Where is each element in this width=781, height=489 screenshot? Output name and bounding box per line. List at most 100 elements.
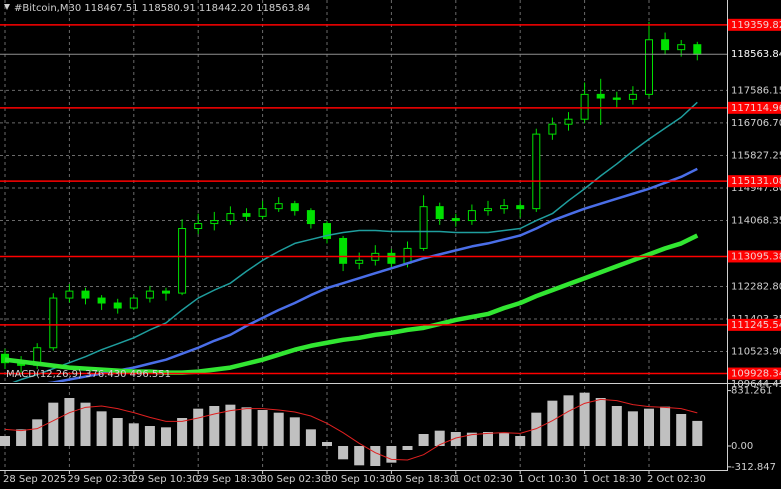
signal-line — [4, 398, 698, 461]
candle-body — [419, 206, 428, 249]
x-tick-label: 28 Sep 2025 — [3, 474, 66, 485]
candle-body — [97, 297, 106, 304]
macd-bar — [483, 432, 493, 446]
x-tick-label: 1 Oct 18:30 — [583, 474, 642, 485]
candle-body — [387, 252, 396, 264]
candle-body — [210, 220, 219, 225]
x-tick-label: 30 Sep 02:30 — [261, 474, 328, 485]
y-tick-label: 115827.25 — [731, 150, 781, 161]
macd-bar — [531, 412, 542, 446]
x-tick-label: 1 Oct 10:30 — [518, 474, 577, 485]
macd-bar — [80, 402, 91, 446]
macd-bar — [144, 426, 155, 446]
macd-bar — [338, 446, 349, 460]
y-tick-label: 114947.80 — [731, 183, 781, 194]
candle-body — [113, 302, 122, 309]
level-label: 119359.82 — [731, 20, 781, 31]
candle-body — [435, 206, 444, 220]
level-label: 117114.96 — [731, 103, 781, 114]
level-label-box — [728, 175, 781, 188]
candle-body — [548, 123, 557, 135]
candle-body — [81, 290, 90, 299]
macd-bar — [499, 432, 510, 446]
macd-bar — [660, 406, 671, 446]
macd-bar — [450, 432, 461, 446]
macd-bar — [595, 398, 606, 446]
candle-body — [242, 213, 251, 217]
macd-bar — [611, 406, 622, 446]
candle-body — [306, 210, 315, 225]
candle-body — [162, 290, 170, 294]
current-price-box — [728, 48, 781, 61]
y-tick-label: 0.00 — [731, 441, 753, 452]
y-tick-label: 112282.80 — [731, 281, 781, 292]
candle-body — [258, 208, 267, 217]
level-label-box — [728, 367, 781, 380]
candle-body — [645, 39, 653, 95]
x-tick-label: 29 Sep 18:30 — [196, 474, 263, 485]
macd-bar — [257, 410, 268, 446]
candle-body — [596, 93, 605, 99]
macd-bar — [676, 414, 687, 446]
y-tick-label: -312.847 — [731, 462, 776, 473]
candle-body — [661, 39, 670, 51]
y-tick-label: 117586.15 — [731, 85, 781, 96]
macd-bar — [128, 423, 139, 446]
candle-body — [532, 133, 541, 210]
candle-body — [178, 228, 187, 294]
x-tick-label: 29 Sep 02:30 — [67, 474, 134, 485]
candle-body — [484, 208, 492, 212]
candle-body — [580, 93, 589, 120]
symbol-icon — [4, 4, 10, 10]
x-tick-label: 30 Sep 10:30 — [325, 474, 392, 485]
candle-body — [49, 297, 58, 349]
macd-bar — [579, 392, 590, 446]
candle-body — [467, 210, 476, 222]
level-label: 115131.08 — [731, 176, 781, 187]
level-label-box — [728, 18, 781, 31]
macd-bar — [354, 446, 365, 466]
candle-body — [65, 290, 74, 299]
candle-body — [129, 297, 138, 309]
candle-body — [500, 205, 509, 210]
macd-bar — [563, 395, 574, 446]
candle-body — [677, 44, 686, 51]
candle-body — [323, 223, 331, 239]
y-tick-label: 831.261 — [731, 386, 772, 397]
macd-bar — [305, 429, 316, 446]
macd-bar — [209, 406, 220, 446]
level-label-box — [728, 318, 781, 331]
candle-body — [145, 290, 154, 299]
macd-bar — [515, 436, 526, 446]
candle-body — [693, 44, 702, 55]
macd-bar — [16, 429, 27, 446]
macd-panel — [0, 386, 703, 470]
candle-body — [628, 93, 637, 100]
candle-body — [339, 237, 348, 264]
macd-bar — [193, 408, 204, 446]
macd-bar — [225, 404, 236, 446]
y-tick-label: 110523.90 — [731, 347, 781, 358]
y-tick-label: 114068.35 — [731, 215, 781, 226]
level-label-box — [728, 250, 781, 263]
macd-bar — [48, 402, 59, 446]
x-tick-label: 29 Sep 10:30 — [132, 474, 199, 485]
macd-bar — [644, 408, 654, 446]
candle-body — [612, 97, 621, 100]
candle-body — [355, 259, 364, 264]
level-label: 111245.54 — [731, 320, 781, 331]
macd-bar — [322, 442, 332, 446]
level-label-box — [728, 101, 781, 114]
macd-bar — [273, 412, 284, 446]
x-tick-label: 2 Oct 02:30 — [647, 474, 706, 485]
macd-bar — [32, 419, 43, 446]
candle-body — [564, 118, 573, 125]
macd-bar — [0, 436, 10, 446]
macd-bar — [241, 407, 252, 446]
candle-body — [274, 203, 283, 210]
chart-title: #Bitcoin,M30 118467.51 118580.91 118442.… — [14, 3, 310, 14]
level-label: 113095.38 — [731, 251, 781, 262]
macd-bar — [386, 446, 397, 463]
macd-bar — [289, 417, 300, 446]
macd-bar — [402, 446, 413, 450]
